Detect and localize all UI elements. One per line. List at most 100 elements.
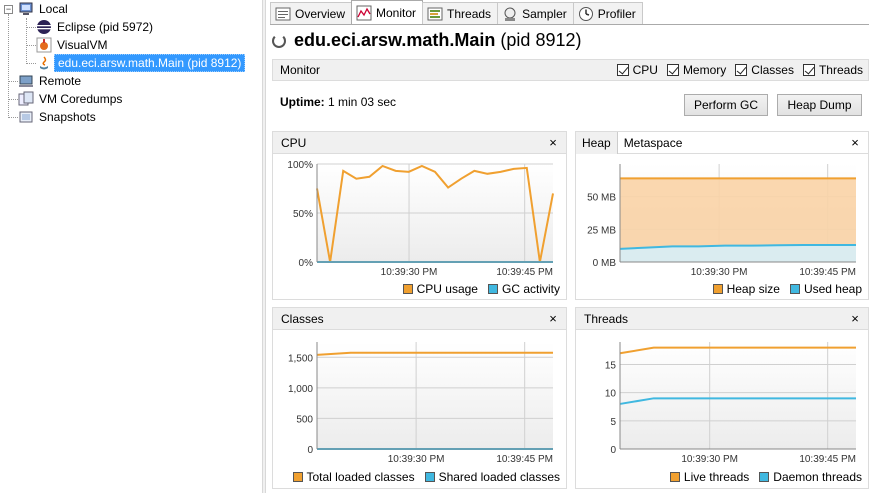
tree-item-remote[interactable]: Remote: [18, 72, 84, 90]
tab-divider: [270, 24, 869, 25]
threads-panel-header: Threads ×: [576, 308, 868, 330]
close-icon[interactable]: ×: [549, 311, 557, 326]
computer-icon: [18, 1, 34, 17]
legend-item-shared-loaded-classes: Shared loaded classes: [424, 470, 560, 484]
panel-title: Threads: [584, 311, 629, 326]
tab-heap[interactable]: Heap: [576, 131, 618, 154]
perform-gc-button[interactable]: Perform GC: [684, 94, 768, 116]
cpu-chart: 100% 50% 0% 10:39:30 PM 10:39:45 PM: [287, 160, 554, 276]
applications-tree[interactable]: − Local Eclipse (pid 5972) VisualVM edu.…: [0, 0, 262, 493]
java-icon: [36, 55, 52, 71]
y-tick-label: 10: [605, 389, 617, 400]
tree-item-coredumps[interactable]: VM Coredumps: [18, 90, 125, 108]
legend-item-heap-size: Heap size: [712, 282, 780, 296]
tab-label: Threads: [447, 6, 492, 21]
memory-checkbox[interactable]: Memory: [666, 63, 727, 77]
cpu-panel-header: CPU ×: [273, 132, 566, 154]
checkbox-icon[interactable]: [802, 64, 815, 76]
y-tick-label: 500: [296, 414, 313, 425]
series-area-1: [620, 245, 856, 262]
y-tick-label: 5: [610, 417, 616, 428]
uptime-value: 1 min 03 sec: [328, 95, 397, 109]
panel-title: CPU: [281, 135, 307, 150]
heap-panel-header: Heap Metaspace ×: [576, 131, 868, 154]
tab-label: Overview: [295, 6, 346, 21]
split-divider[interactable]: [262, 0, 266, 493]
legend-item-total-loaded-classes: Total loaded classes: [292, 470, 415, 484]
x-tick-label: 10:39:30 PM: [681, 454, 738, 464]
threads-icon: [427, 6, 443, 22]
y-tick-label: 1,000: [288, 384, 313, 395]
tree-item-visualvm[interactable]: VisualVM: [36, 36, 110, 54]
overview-icon: [275, 6, 291, 22]
uptime-label: Uptime:: [280, 95, 325, 109]
y-tick-label: 50 MB: [587, 193, 616, 204]
panel-title: Classes: [281, 311, 324, 326]
tab-sampler[interactable]: Sampler: [497, 2, 574, 24]
tab-profiler[interactable]: Profiler: [572, 2, 643, 24]
tree-item-label: edu.eci.arsw.math.Main (pid 8912): [54, 54, 246, 72]
y-tick-label: 100%: [287, 160, 313, 171]
classes-checkbox[interactable]: Classes: [735, 63, 794, 77]
y-tick-label: 0: [307, 445, 313, 456]
x-tick-label: 10:39:30 PM: [381, 267, 438, 276]
tab-label: Profiler: [597, 6, 636, 21]
x-tick-label: 10:39:45 PM: [799, 454, 856, 464]
tree-item-main-app[interactable]: edu.eci.arsw.math.Main (pid 8912): [36, 54, 246, 72]
monitor-bar: Monitor CPU Memory Classes Threads: [272, 59, 869, 81]
threads-chart: 15 10 5 0 10:39:30 PM 10:39:45 PM: [605, 342, 856, 464]
tab-overview[interactable]: Overview: [270, 2, 353, 24]
loading-spinner-icon: [272, 33, 286, 48]
legend-item-daemon-threads: Daemon threads: [759, 470, 862, 484]
monitor-icon: [356, 5, 372, 21]
tree-item-label: Remote: [39, 74, 82, 88]
tree-item-label: Eclipse (pid 5972): [57, 20, 154, 34]
checkbox-label: Memory: [682, 63, 727, 77]
plot-area: [317, 342, 553, 449]
cpu-legend: CPU usage GC activity: [393, 282, 560, 296]
collapse-icon[interactable]: −: [4, 4, 13, 14]
close-icon[interactable]: ×: [851, 311, 859, 326]
series-line-1: [619, 244, 856, 250]
classes-panel: Classes × 1,500 1,000 500 0 10:39:30 PM 10:39…: [272, 307, 567, 489]
sampler-icon: [502, 6, 518, 22]
heap-chart: 50 MB 25 MB 0 MB 10:39:30 PM 10:39:45 PM: [587, 164, 856, 276]
profiler-icon: [578, 6, 594, 22]
close-icon[interactable]: ×: [549, 135, 557, 150]
tree-item-local[interactable]: − Local: [0, 0, 71, 18]
snapshot-icon: [18, 109, 34, 125]
heap-panel: Heap Metaspace × 50 MB 25 MB 0 MB 10:39:30 …: [575, 131, 869, 300]
y-tick-label: 0%: [299, 258, 314, 269]
tab-monitor[interactable]: Monitor: [351, 0, 424, 24]
y-tick-label: 50%: [293, 209, 313, 220]
eclipse-icon: [36, 19, 52, 35]
plot-area: [620, 342, 856, 449]
checkbox-icon[interactable]: [616, 64, 629, 76]
checkbox-icon[interactable]: [666, 64, 679, 76]
x-tick-label: 10:39:45 PM: [496, 267, 553, 276]
tree-item-label: VM Coredumps: [39, 92, 123, 106]
threads-checkbox[interactable]: Threads: [802, 63, 863, 77]
cpu-panel: CPU × 100% 50% 0% 10:39:30 PM 10:39:45 PM CP…: [272, 131, 567, 300]
tree-item-label: VisualVM: [57, 38, 108, 52]
tree-item-snapshots[interactable]: Snapshots: [18, 108, 99, 126]
heap-dump-button[interactable]: Heap Dump: [777, 94, 862, 116]
x-tick-label: 10:39:30 PM: [388, 454, 445, 464]
classes-panel-header: Classes ×: [273, 308, 566, 330]
app-name: edu.eci.arsw.math.Main: [294, 30, 496, 50]
tab-metaspace[interactable]: Metaspace: [623, 135, 683, 150]
y-tick-label: 15: [605, 361, 617, 372]
checkbox-icon[interactable]: [735, 64, 748, 76]
classes-chart: 1,500 1,000 500 0 10:39:30 PM 10:39:45 PM: [288, 342, 553, 464]
tab-threads[interactable]: Threads: [422, 2, 499, 24]
threads-panel: Threads × 15 10 5 0 10:39:30 PM 10:39:45 PM L…: [575, 307, 869, 489]
cpu-checkbox[interactable]: CPU: [616, 63, 658, 77]
close-icon[interactable]: ×: [851, 135, 859, 150]
series-line-0: [316, 351, 553, 356]
legend-item-live-threads: Live threads: [669, 470, 749, 484]
threads-legend: Live threads Daemon threads: [660, 470, 862, 484]
tree-item-label: Snapshots: [39, 110, 96, 124]
heap-legend: Heap size Used heap: [703, 282, 862, 296]
tree-item-eclipse[interactable]: Eclipse (pid 5972): [36, 18, 156, 36]
checkbox-label: Classes: [751, 63, 794, 77]
